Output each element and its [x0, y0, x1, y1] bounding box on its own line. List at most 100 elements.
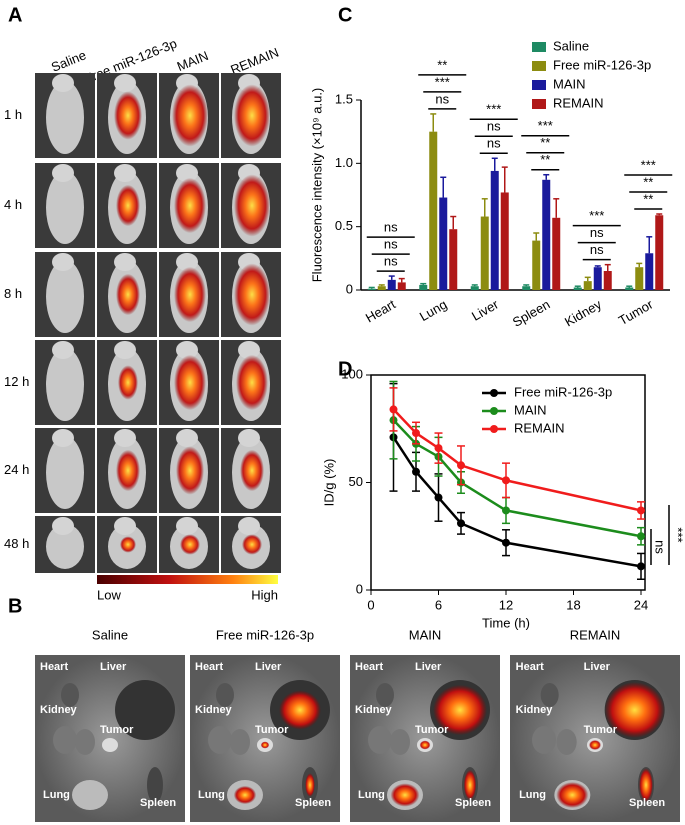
organ: [230, 729, 250, 755]
panel-label: D: [338, 358, 352, 380]
organ: [102, 738, 118, 752]
organ-label: Spleen: [629, 797, 665, 809]
mouse-body: [46, 524, 84, 569]
significance: ns: [384, 237, 398, 252]
signal: [234, 174, 270, 237]
color-scale: [97, 575, 278, 584]
signal: [174, 354, 206, 411]
organ-label: Liver: [255, 661, 282, 673]
organ-label: Heart: [516, 661, 544, 673]
organ-label: Kidney: [355, 704, 393, 716]
bar: [470, 286, 479, 290]
bar: [419, 284, 428, 290]
series-line: [392, 419, 642, 538]
organ-label: Spleen: [295, 797, 331, 809]
organ-label: Spleen: [140, 797, 176, 809]
mouse-head: [114, 517, 136, 535]
signal: [639, 768, 653, 802]
column-label: Saline: [49, 47, 88, 74]
legend-marker: [490, 389, 498, 397]
legend-label: Saline: [553, 38, 589, 53]
significance: ns: [590, 242, 604, 257]
mouse-head: [52, 517, 74, 535]
significance: ns: [384, 254, 398, 269]
x-tick-label: 0: [367, 597, 374, 612]
y-tick-label: 0: [356, 581, 363, 596]
signal: [172, 84, 208, 147]
point: [502, 476, 510, 485]
signal: [120, 536, 136, 553]
bar: [522, 286, 531, 290]
organ-label: Liver: [415, 661, 442, 673]
legend-swatch: [532, 61, 546, 71]
signal: [176, 446, 204, 495]
organ-label: Lung: [519, 789, 546, 801]
x-axis-label: Time (h): [482, 615, 530, 630]
organ: [556, 729, 577, 755]
organ-label: Tumor: [255, 724, 289, 736]
y-tick-label: 50: [349, 474, 363, 489]
organ-label: Tumor: [584, 724, 618, 736]
mouse-body: [46, 348, 84, 421]
organ: [115, 680, 175, 740]
organ-label: Heart: [195, 661, 223, 673]
bar: [625, 287, 634, 290]
signal: [233, 785, 257, 805]
organ: [368, 726, 392, 754]
organ-label: Kidney: [195, 704, 233, 716]
bar: [645, 253, 654, 290]
organ: [216, 683, 234, 707]
legend-label: Free miR-126-3p: [553, 57, 651, 72]
organ: [61, 683, 79, 707]
bar: [635, 267, 644, 290]
significance: ns: [435, 91, 449, 106]
x-tick-label: Liver: [469, 296, 501, 323]
point: [637, 506, 645, 515]
bar: [532, 240, 541, 290]
group-title: Saline: [92, 627, 128, 642]
y-tick-label: 100: [341, 366, 363, 381]
signal: [589, 740, 601, 750]
x-tick-label: Kidney: [562, 296, 604, 329]
organ: [376, 683, 394, 707]
series-line: [392, 408, 642, 512]
signal: [116, 449, 140, 492]
signal: [390, 783, 420, 807]
y-axis-label: Fluorescence intensity (×10⁹ a.u.): [309, 88, 324, 283]
signal: [463, 769, 477, 801]
organ-label: Lung: [358, 789, 385, 801]
mouse-head: [238, 429, 260, 447]
mouse-head: [52, 253, 74, 271]
group-title: REMAIN: [570, 627, 621, 642]
signal: [604, 682, 665, 738]
legend-label: MAIN: [514, 402, 547, 417]
significance: ***: [486, 102, 501, 117]
scale-label: Low: [97, 587, 121, 602]
organ-label: Kidney: [40, 704, 78, 716]
organ: [208, 726, 232, 754]
organ: [75, 729, 95, 755]
bar: [377, 286, 386, 290]
significance: ns: [653, 540, 668, 554]
organ: [390, 729, 410, 755]
signal: [260, 741, 270, 749]
significance: ***: [589, 208, 604, 223]
organ: [147, 767, 163, 803]
organ: [53, 726, 77, 754]
y-tick-label: 1.0: [335, 155, 353, 170]
signal: [174, 266, 206, 323]
organ-label: Spleen: [455, 797, 491, 809]
organ-label: Tumor: [415, 724, 449, 736]
x-tick-label: 24: [634, 597, 648, 612]
row-label: 12 h: [4, 374, 29, 389]
significance: **: [540, 152, 550, 167]
organ: [72, 780, 108, 810]
panel-label: B: [8, 595, 22, 617]
significance: ***: [641, 157, 656, 172]
row-label: 8 h: [4, 286, 22, 301]
bar: [542, 179, 551, 290]
mouse-body: [46, 436, 84, 509]
column-label: MAIN: [175, 48, 211, 74]
legend-marker: [490, 425, 498, 433]
